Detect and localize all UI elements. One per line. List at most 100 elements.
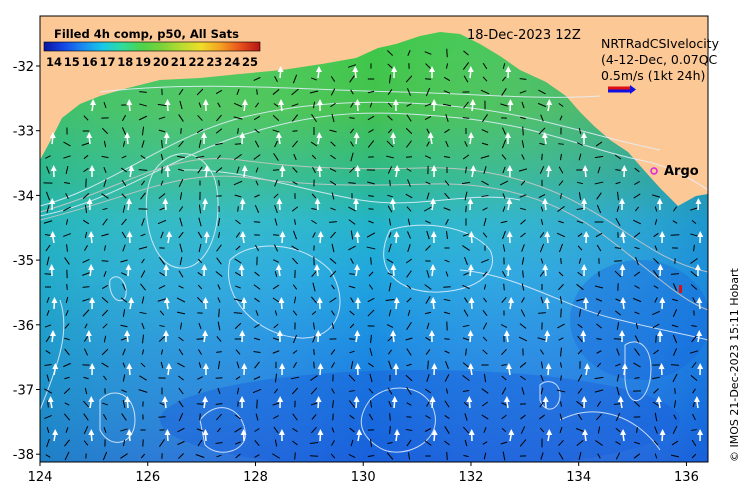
current-vector	[633, 219, 641, 225]
current-vector	[635, 323, 639, 329]
velocity-legend: NRTRadCSIvelocity (4-12-Dec, 0.07QC 0.5m…	[601, 36, 720, 94]
current-vector	[461, 181, 471, 185]
current-vector	[690, 374, 698, 382]
current-vector	[179, 217, 183, 227]
current-vector	[387, 336, 393, 342]
current-vector	[594, 181, 604, 185]
current-vector	[46, 297, 50, 303]
current-vector	[633, 362, 641, 368]
current-vector	[198, 217, 202, 227]
wind-arrow-head	[203, 165, 210, 171]
current-vector	[313, 348, 315, 356]
wind-arrow-head	[356, 429, 363, 435]
velocity-legend-line1: NRTRadCSIvelocity	[601, 36, 720, 51]
current-vector	[481, 401, 489, 407]
current-vector	[481, 194, 489, 198]
current-vector	[366, 232, 376, 238]
wind-arrow	[129, 169, 133, 178]
wind-arrow-head	[431, 429, 438, 435]
current-vector	[406, 387, 412, 395]
current-vector	[558, 271, 564, 277]
current-vector	[518, 168, 528, 172]
current-vector	[691, 335, 697, 343]
wind-arrow-head	[656, 198, 663, 204]
current-vector	[311, 207, 317, 211]
current-vector	[464, 439, 468, 447]
current-vector	[634, 180, 640, 186]
current-vector	[235, 453, 241, 459]
current-vector	[139, 311, 147, 315]
current-vector	[349, 390, 355, 392]
wind-arrow-head	[581, 264, 588, 270]
current-vector	[540, 374, 544, 382]
current-vector	[692, 388, 696, 394]
current-vector	[234, 414, 242, 420]
current-vector	[446, 451, 448, 461]
current-vector	[540, 452, 544, 460]
current-vector	[521, 297, 525, 303]
wind-arrow-head	[354, 99, 361, 105]
current-vector	[388, 360, 392, 370]
wind-arrow-head	[390, 132, 397, 138]
current-vector	[387, 441, 393, 445]
current-vector	[234, 102, 242, 108]
current-vector	[292, 181, 298, 185]
current-vector	[424, 440, 432, 446]
current-vector	[405, 374, 413, 382]
current-vector	[388, 218, 392, 226]
current-vector	[122, 362, 126, 368]
current-vector	[82, 286, 90, 288]
current-vector	[462, 389, 470, 393]
current-vector	[445, 388, 449, 394]
current-vector	[483, 166, 487, 174]
current-vector	[616, 206, 620, 212]
current-vector	[235, 349, 241, 355]
current-vector	[519, 194, 527, 198]
current-vector	[82, 272, 90, 276]
wind-arrow-head	[49, 198, 56, 204]
wind-arrow	[582, 334, 585, 343]
current-vector	[45, 155, 51, 159]
current-vector	[425, 296, 431, 304]
current-vector	[576, 220, 584, 224]
wind-arrow	[51, 136, 54, 145]
current-vector	[312, 232, 316, 238]
current-vector	[293, 296, 297, 304]
current-vector	[254, 428, 260, 432]
current-vector	[196, 88, 204, 96]
current-vector	[654, 245, 658, 251]
current-vector	[217, 427, 221, 433]
current-vector	[215, 128, 223, 134]
wind-arrow-head	[428, 330, 435, 336]
current-vector	[426, 141, 430, 147]
current-vector	[122, 309, 126, 317]
current-vector	[367, 454, 375, 458]
current-vector	[178, 453, 184, 459]
current-vector	[331, 310, 335, 316]
current-vector	[235, 441, 241, 445]
wind-arrow-head	[468, 231, 475, 237]
current-vector	[83, 425, 89, 435]
current-vector	[101, 402, 109, 406]
wind-arrow-head	[124, 132, 131, 138]
wind-arrow-head	[275, 132, 282, 138]
current-vector	[615, 452, 621, 460]
current-vector	[595, 232, 603, 238]
current-vector	[159, 402, 165, 406]
current-vector	[313, 361, 315, 369]
current-vector	[291, 88, 299, 96]
current-vector	[45, 335, 51, 343]
wind-arrow-head	[620, 297, 627, 303]
wind-arrow-head	[316, 297, 323, 303]
x-tick-label: 126	[135, 470, 160, 485]
current-vector	[370, 257, 372, 265]
current-vector	[366, 246, 376, 250]
wind-arrow-head	[394, 165, 401, 171]
wind-arrow-head	[431, 99, 438, 105]
current-vector	[690, 207, 698, 211]
wind-arrow-head	[658, 363, 665, 369]
current-vector	[178, 400, 184, 408]
current-vector	[237, 128, 239, 134]
current-vector	[309, 90, 319, 94]
current-vector	[405, 75, 413, 83]
